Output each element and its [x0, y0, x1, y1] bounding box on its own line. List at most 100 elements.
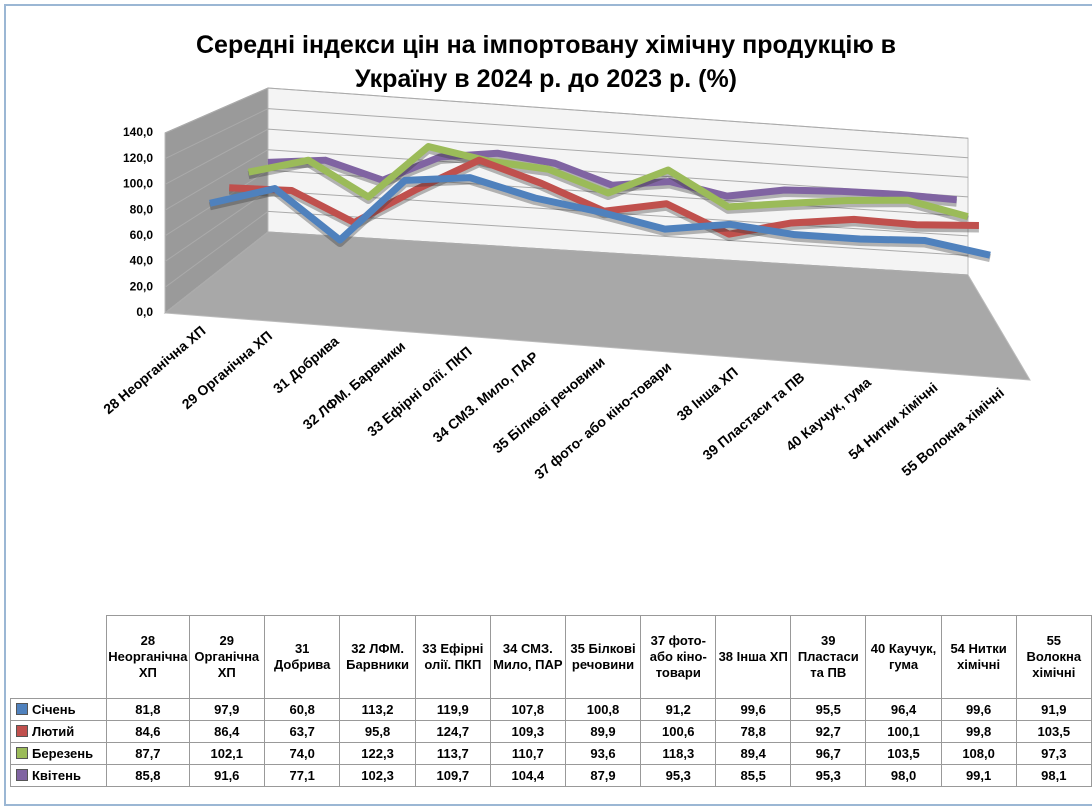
legend-label: Лютий	[32, 724, 75, 739]
data-table: 28 Неорганічна ХП 29 Органічна ХП 31 Добри…	[9, 615, 1092, 787]
data-row: Січень 81,8 97,9 60,8 113,2 119,9 107,8 100,8 91…	[9, 698, 1092, 721]
value-cell: 95,5	[790, 698, 867, 721]
series-line	[247, 143, 969, 220]
legend-cell: Березень	[9, 742, 108, 765]
value-cell: 74,0	[264, 742, 341, 765]
x-tick-label: 38 Інша ХП	[673, 364, 740, 424]
header-cell: 55 Волокна хімічні	[1015, 615, 1092, 699]
value-cell: 109,7	[414, 764, 491, 787]
value-cell: 87,7	[106, 742, 190, 765]
y-tick-label: 120,0	[123, 151, 153, 165]
value-cell: 91,2	[640, 698, 717, 721]
value-cell: 89,4	[715, 742, 792, 765]
value-cell: 109,3	[489, 720, 566, 743]
value-cell: 99,8	[940, 720, 1017, 743]
value-cell: 84,6	[106, 720, 190, 743]
value-cell: 95,3	[790, 764, 867, 787]
value-cell: 113,2	[339, 698, 416, 721]
grid-line	[164, 87, 969, 139]
value-cell: 92,7	[790, 720, 867, 743]
value-cell: 108,0	[940, 742, 1017, 765]
value-cell: 95,8	[339, 720, 416, 743]
y-tick-label: 40,0	[130, 254, 154, 268]
value-cell: 100,8	[564, 698, 642, 721]
grid-line	[164, 210, 969, 288]
corner-cell	[10, 615, 108, 699]
value-cell: 103,5	[865, 742, 942, 765]
value-cell: 100,1	[865, 720, 942, 743]
value-cell: 78,8	[715, 720, 792, 743]
value-cell: 99,6	[940, 698, 1017, 721]
value-cell: 107,8	[489, 698, 566, 721]
header-cell: 32 ЛФМ. Барвники	[339, 615, 416, 699]
value-cell: 100,6	[640, 720, 717, 743]
value-cell: 119,9	[414, 698, 491, 721]
value-cell: 98,0	[865, 764, 942, 787]
value-cell: 103,5	[1015, 720, 1092, 743]
legend-cell: Лютий	[9, 720, 108, 743]
header-row: 28 Неорганічна ХП 29 Органічна ХП 31 Добри…	[10, 615, 1092, 699]
header-cell: 39 Пластаси та ПВ	[790, 615, 867, 699]
header-cell: 40 Каучук, гума	[865, 615, 942, 699]
value-cell: 118,3	[640, 742, 717, 765]
y-tick-label: 140,0	[123, 125, 153, 139]
legend-swatch	[16, 769, 28, 781]
series-line	[209, 174, 991, 259]
header-cell: 29 Органічна ХП	[188, 615, 266, 699]
y-tick-label: 20,0	[130, 279, 154, 293]
value-cell: 97,9	[188, 698, 266, 721]
value-cell: 110,7	[489, 742, 566, 765]
legend-swatch	[16, 703, 28, 715]
data-row: Березень 87,7 102,1 74,0 122,3 113,7 110,7 93,6…	[9, 742, 1092, 765]
value-cell: 85,8	[106, 764, 190, 787]
frame	[4, 4, 1092, 806]
value-cell: 91,9	[1015, 698, 1092, 721]
grid-line	[164, 149, 969, 211]
value-cell: 113,7	[414, 742, 491, 765]
y-tick-label: 80,0	[130, 202, 154, 216]
x-tick-label: 31 Добрива	[270, 333, 342, 397]
legend-label: Січень	[32, 702, 76, 717]
value-cell: 93,6	[564, 742, 642, 765]
y-tick-label: 0,0	[136, 305, 153, 319]
data-row: Квітень 85,8 91,6 77,1 102,3 109,7 104,4 87,9 95…	[9, 764, 1092, 787]
header-cell: 33 Ефірні олії. ПКП	[414, 615, 491, 699]
legend-cell: Січень	[9, 698, 108, 721]
value-cell: 102,1	[188, 742, 266, 765]
data-row: Лютий 84,6 86,4 63,7 95,8 124,7 109,3 89,9 100,6…	[9, 720, 1092, 743]
value-cell: 85,5	[715, 764, 792, 787]
value-cell: 60,8	[264, 698, 341, 721]
legend-cell: Квітень	[9, 764, 108, 787]
value-cell: 99,1	[940, 764, 1017, 787]
value-cell: 102,3	[339, 764, 416, 787]
legend-swatch	[16, 747, 28, 759]
header-cell: 38 Інша ХП	[715, 615, 792, 699]
chart-title: Середні індекси цін на імпортовану хіміч…	[196, 31, 896, 93]
value-cell: 91,6	[188, 764, 266, 787]
y-tick-label: 100,0	[123, 177, 153, 191]
grid-line	[164, 108, 969, 160]
header-cell: 37 фото- або кіно-товари	[640, 615, 717, 699]
value-cell: 124,7	[414, 720, 491, 743]
legend-label: Квітень	[32, 768, 81, 783]
x-tick-label: 37 фото- або кіно-товари	[531, 359, 674, 483]
value-cell: 89,9	[564, 720, 642, 743]
value-cell: 95,3	[640, 764, 717, 787]
header-cell: 34 СМЗ. Мило, ПАР	[489, 615, 566, 699]
series-line	[267, 149, 957, 204]
value-cell: 63,7	[264, 720, 341, 743]
value-cell: 87,9	[564, 764, 642, 787]
value-cell: 98,1	[1015, 764, 1092, 787]
legend-swatch	[16, 725, 28, 737]
value-cell: 81,8	[106, 698, 190, 721]
y-tick-label: 60,0	[130, 228, 154, 242]
header-cell: 54 Нитки хімічні	[940, 615, 1017, 699]
legend-label: Березень	[32, 746, 94, 761]
value-cell: 104,4	[489, 764, 566, 787]
value-cell: 96,7	[790, 742, 867, 765]
header-cell: 35 Білкові речовини	[564, 615, 642, 699]
header-cell: 28 Неорганічна ХП	[106, 615, 190, 699]
value-cell: 96,4	[865, 698, 942, 721]
header-cell: 31 Добрива	[264, 615, 341, 699]
